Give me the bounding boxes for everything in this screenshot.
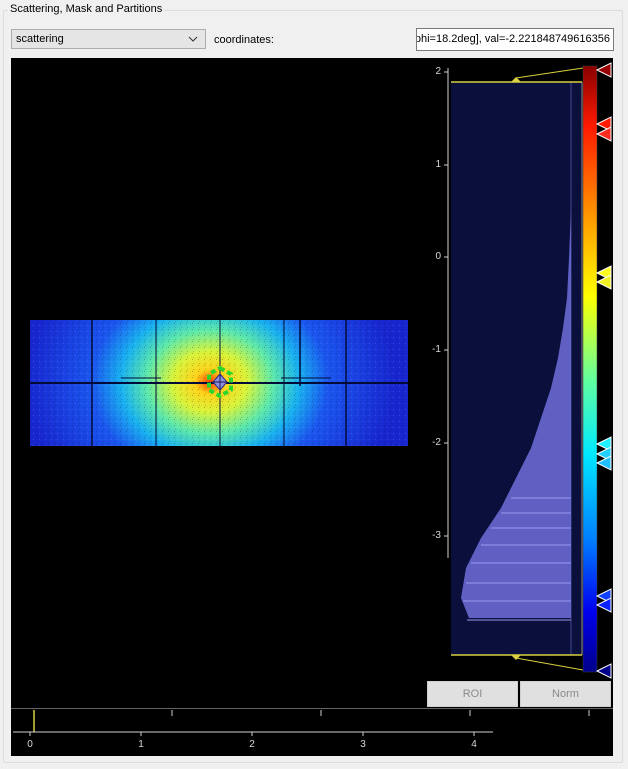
triangle-handle-icon[interactable]	[595, 116, 612, 132]
triangle-handle-icon[interactable]	[595, 126, 612, 142]
mode-select[interactable]: scattering	[11, 29, 206, 49]
histogram-y-tick: -3	[432, 530, 441, 541]
histogram-y-tick: -2	[432, 437, 441, 448]
roi-button[interactable]: ROI	[427, 681, 518, 707]
scattering-mask-partitions-group	[3, 10, 623, 763]
histogram-y-tick: 0	[435, 251, 441, 262]
coordinates-field[interactable]: -¹, phi=18.2deg], val=-2.221848749616356	[416, 28, 614, 51]
group-title: Scattering, Mask and Partitions	[8, 3, 165, 15]
triangle-handle-icon[interactable]	[595, 455, 612, 471]
triangle-handle-icon[interactable]	[595, 663, 612, 679]
profile-axis-panel[interactable]: 0 1 2 3 4	[11, 708, 613, 756]
histogram-y-tick: -1	[432, 344, 441, 355]
colormap-bar[interactable]	[582, 62, 612, 679]
triangle-handle-icon[interactable]	[595, 62, 612, 78]
chevron-down-icon	[188, 36, 198, 42]
profile-x-tick: 0	[27, 739, 33, 750]
triangle-handle-icon[interactable]	[595, 436, 612, 452]
mode-select-value: scattering	[16, 33, 64, 45]
detector-image[interactable]	[30, 320, 408, 446]
histogram-y-tick: 1	[435, 159, 441, 170]
triangle-handle-icon[interactable]	[595, 597, 612, 613]
histogram-y-tick: 2	[435, 66, 441, 77]
profile-x-tick: 1	[138, 739, 144, 750]
coordinates-label: coordinates:	[214, 34, 274, 46]
profile-x-tick: 3	[360, 739, 366, 750]
profile-x-tick: 4	[471, 739, 477, 750]
norm-button[interactable]: Norm	[520, 681, 611, 707]
intensity-histogram[interactable]	[444, 67, 584, 671]
scattering-view[interactable]: 2 1 0 -1 -2 -3	[11, 58, 613, 708]
triangle-handle-icon[interactable]	[595, 274, 612, 290]
profile-x-tick: 2	[249, 739, 255, 750]
mask-ring	[207, 365, 233, 399]
coordinates-value: -¹, phi=18.2deg], val=-2.221848749616356	[416, 33, 610, 45]
